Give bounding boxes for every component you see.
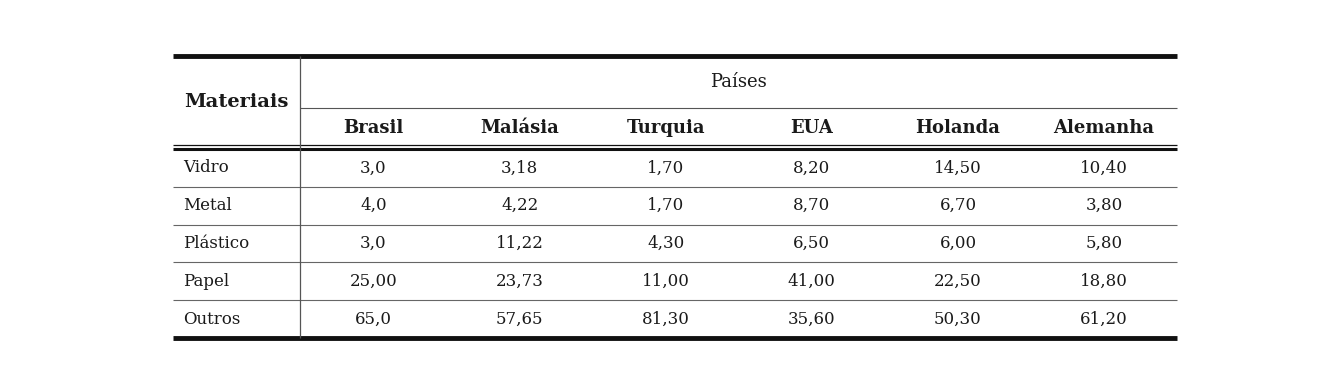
Text: Papel: Papel (183, 273, 229, 290)
Text: 22,50: 22,50 (934, 273, 981, 290)
Text: Turquia: Turquia (627, 119, 705, 138)
Text: Materiais: Materiais (184, 93, 288, 112)
Text: 3,0: 3,0 (360, 160, 387, 176)
Text: 4,30: 4,30 (647, 235, 685, 252)
Text: Holanda: Holanda (915, 119, 1001, 138)
Text: Malásia: Malásia (481, 119, 558, 138)
Text: 35,60: 35,60 (788, 311, 835, 328)
Text: 50,30: 50,30 (934, 311, 981, 328)
Text: 3,80: 3,80 (1085, 197, 1122, 214)
Text: EUA: EUA (790, 119, 834, 138)
Text: 11,22: 11,22 (495, 235, 544, 252)
Text: Brasil: Brasil (344, 119, 403, 138)
Text: 41,00: 41,00 (788, 273, 836, 290)
Text: 61,20: 61,20 (1080, 311, 1127, 328)
Text: 10,40: 10,40 (1080, 160, 1127, 176)
Text: 8,70: 8,70 (793, 197, 831, 214)
Text: 8,20: 8,20 (793, 160, 831, 176)
Text: 1,70: 1,70 (647, 197, 685, 214)
Text: Plástico: Plástico (183, 235, 249, 252)
Text: 23,73: 23,73 (495, 273, 544, 290)
Text: 1,70: 1,70 (647, 160, 685, 176)
Text: 6,70: 6,70 (939, 197, 976, 214)
Text: 14,50: 14,50 (934, 160, 981, 176)
Text: Vidro: Vidro (183, 160, 229, 176)
Text: 11,00: 11,00 (641, 273, 690, 290)
Text: 3,0: 3,0 (360, 235, 387, 252)
Text: 57,65: 57,65 (495, 311, 544, 328)
Text: 5,80: 5,80 (1085, 235, 1122, 252)
Text: 3,18: 3,18 (500, 160, 539, 176)
Text: 81,30: 81,30 (641, 311, 690, 328)
Text: Metal: Metal (183, 197, 232, 214)
Text: Países: Países (710, 73, 766, 91)
Text: 6,00: 6,00 (939, 235, 976, 252)
Text: 25,00: 25,00 (349, 273, 398, 290)
Text: 65,0: 65,0 (356, 311, 392, 328)
Text: Alemanha: Alemanha (1054, 119, 1155, 138)
Text: Outros: Outros (183, 311, 241, 328)
Text: 18,80: 18,80 (1080, 273, 1127, 290)
Text: 4,0: 4,0 (360, 197, 387, 214)
Text: 4,22: 4,22 (500, 197, 539, 214)
Text: 6,50: 6,50 (793, 235, 830, 252)
